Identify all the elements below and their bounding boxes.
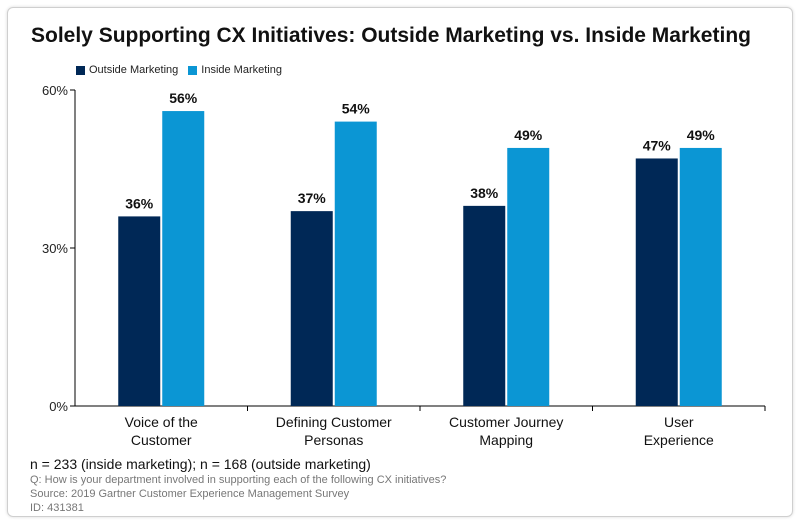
x-tick-label: Mapping <box>479 432 533 448</box>
bar-outside <box>463 205 506 406</box>
legend-label-outside: Outside Marketing <box>89 64 179 76</box>
x-tick-label: User <box>664 414 694 430</box>
document-id: ID: 431381 <box>30 502 84 514</box>
bar-inside <box>334 121 377 406</box>
x-tick-label: Voice of the <box>125 414 198 430</box>
data-label: 36% <box>125 195 154 211</box>
bar-outside <box>290 211 333 406</box>
bar-inside <box>162 111 205 407</box>
legend-swatch-outside <box>76 65 85 75</box>
x-tick-label: Personas <box>304 432 363 448</box>
bar-inside <box>679 147 722 406</box>
legend: Outside Marketing Inside Marketing <box>76 64 292 76</box>
x-tick-label: Experience <box>644 432 714 448</box>
y-tick-label: 0% <box>49 399 68 414</box>
legend-label-inside: Inside Marketing <box>201 64 282 76</box>
data-label: 47% <box>643 137 672 153</box>
sample-size-note: n = 233 (inside marketing); n = 168 (out… <box>30 456 371 472</box>
legend-item-inside: Inside Marketing <box>188 64 282 76</box>
bar-outside <box>635 158 678 406</box>
x-tick-label: Customer Journey <box>449 414 563 430</box>
bar-inside <box>507 147 550 406</box>
legend-item-outside: Outside Marketing <box>76 64 178 76</box>
survey-question: Q: How is your department involved in su… <box>30 474 447 486</box>
y-tick-label: 30% <box>42 241 68 256</box>
y-tick-label: 60% <box>42 83 68 98</box>
chart-frame <box>7 7 793 517</box>
data-label: 38% <box>470 185 499 201</box>
chart-title: Solely Supporting CX Initiatives: Outsid… <box>31 24 751 47</box>
data-label: 54% <box>342 101 371 117</box>
x-tick-label: Defining Customer <box>276 414 392 430</box>
data-label: 37% <box>298 190 327 206</box>
data-label: 49% <box>514 127 543 143</box>
legend-swatch-inside <box>188 65 198 75</box>
data-label: 49% <box>687 127 716 143</box>
source-note: Source: 2019 Gartner Customer Experience… <box>30 488 350 500</box>
data-label: 56% <box>169 90 198 106</box>
bar-outside <box>118 216 161 406</box>
x-tick-label: Customer <box>131 432 192 448</box>
